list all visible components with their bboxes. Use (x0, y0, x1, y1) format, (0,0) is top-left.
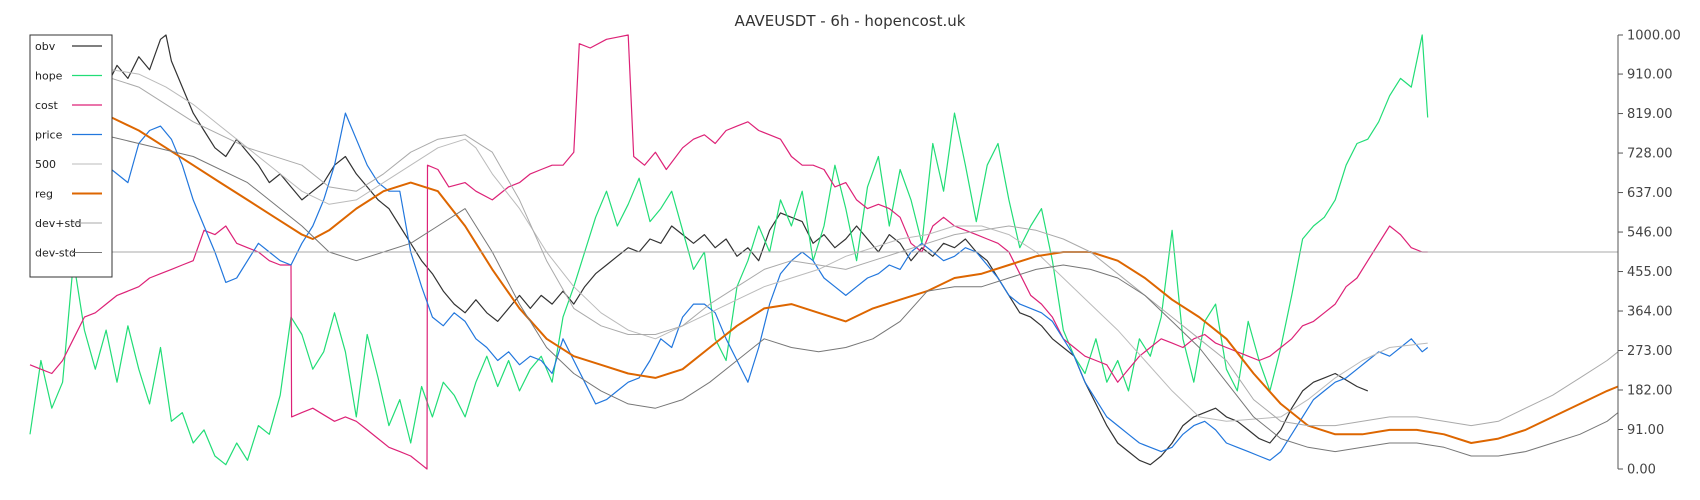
y-tick-label: 728.00 (1627, 147, 1673, 162)
y-tick-label: 273.00 (1627, 344, 1673, 359)
legend-label-500: 500 (35, 158, 56, 171)
series-obv-line (29, 34, 1369, 466)
y-tick-label: 91.00 (1627, 423, 1664, 438)
legend: obv hope cost price 500 reg dev+std dev-std (29, 34, 113, 278)
legend-label-cost: cost (35, 99, 59, 112)
legend-label-obv: obv (35, 40, 56, 53)
legend-label-hope: hope (35, 70, 63, 83)
series-hope-line (29, 34, 1429, 466)
series-500-line (29, 64, 1428, 422)
legend-label-reg: reg (35, 188, 53, 201)
y-tick-label: 910.00 (1627, 68, 1673, 83)
legend-label-dev-std: dev-std (35, 247, 76, 260)
series-dev-std-line (30, 69, 1619, 427)
y-tick-label: 364.00 (1627, 305, 1673, 320)
y-tick-label: 546.00 (1627, 226, 1673, 241)
y-tick-label: 637.00 (1627, 186, 1673, 201)
series-price-line (29, 86, 1429, 461)
legend-label-dev-std: dev+std (35, 217, 82, 230)
y-tick-label: 0.00 (1627, 463, 1656, 478)
series-reg-line (29, 90, 1619, 444)
legend-label-price: price (35, 129, 63, 142)
series-layer (29, 34, 1619, 470)
chart-title: AAVEUSDT - 6h - hopencost.uk (735, 12, 966, 30)
y-tick-label: 1000.00 (1627, 29, 1681, 44)
y-tick-label: 182.00 (1627, 384, 1673, 399)
y-tick-label: 455.00 (1627, 265, 1673, 280)
y-tick-label: 819.00 (1627, 107, 1673, 122)
y-axis: 1000.00 910.00 819.00 728.00 637.00 546.00 455… (1617, 29, 1681, 478)
series-dev-std-line (29, 112, 1619, 457)
